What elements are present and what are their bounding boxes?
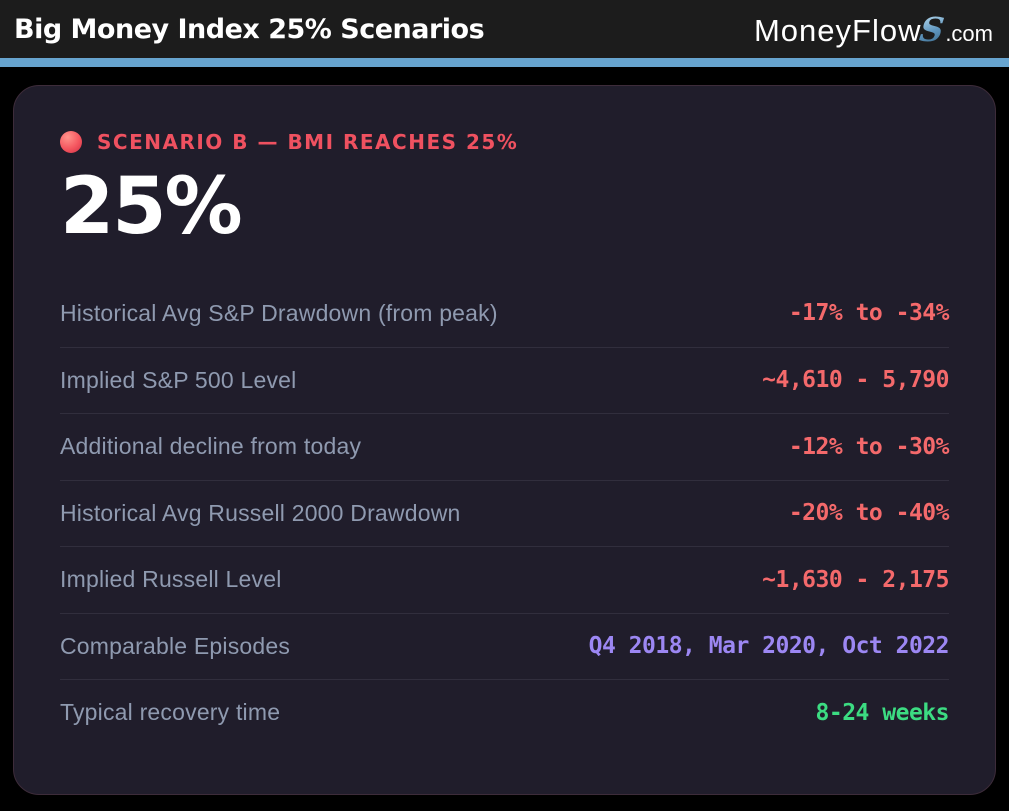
red-circle-icon xyxy=(60,131,82,153)
headline-percentage: 25% xyxy=(60,162,243,252)
table-row: Implied S&P 500 Level ~4,610 - 5,790 xyxy=(60,346,949,414)
header-accent-bar xyxy=(0,58,1009,67)
moneyflows-logo: MoneyFlow S .com xyxy=(754,10,993,49)
scenario-card: SCENARIO B — BMI REACHES 25% 25% Histori… xyxy=(13,85,996,795)
row-label: Additional decline from today xyxy=(60,433,362,460)
table-row: Historical Avg S&P Drawdown (from peak) … xyxy=(60,280,950,347)
page-background: SCENARIO B — BMI REACHES 25% 25% Histori… xyxy=(0,67,1009,811)
table-row: Typical recovery time 8-24 weeks xyxy=(60,679,950,746)
row-value: ~1,630 - 2,175 xyxy=(762,566,949,593)
row-label: Implied S&P 500 Level xyxy=(60,366,297,393)
row-value: -20% to -40% xyxy=(788,500,950,527)
logo-text-suffix: .com xyxy=(945,20,993,46)
table-row: Comparable Episodes Q4 2018, Mar 2020, O… xyxy=(60,612,950,680)
logo-text-main: MoneyFlow xyxy=(753,12,922,48)
scenario-badge-row: SCENARIO B — BMI REACHES 25% xyxy=(60,130,949,154)
page-title: Big Money Index 25% Scenarios xyxy=(14,13,485,45)
row-label: Historical Avg Russell 2000 Drawdown xyxy=(60,499,461,526)
row-label: Comparable Episodes xyxy=(60,632,291,659)
row-value: ~4,610 - 5,790 xyxy=(762,367,949,394)
scenario-table: Historical Avg S&P Drawdown (from peak) … xyxy=(60,280,950,746)
table-row: Additional decline from today -12% to -3… xyxy=(60,413,950,480)
row-label: Implied Russell Level xyxy=(60,566,282,593)
table-row: Historical Avg Russell 2000 Drawdown -20… xyxy=(60,479,950,547)
logo-swoosh-s-icon: S xyxy=(917,9,948,49)
header-bar: Big Money Index 25% Scenarios MoneyFlow … xyxy=(0,0,1009,58)
row-value: 8-24 weeks xyxy=(815,699,950,726)
row-value: Q4 2018, Mar 2020, Oct 2022 xyxy=(588,633,950,660)
row-label: Historical Avg S&P Drawdown (from peak) xyxy=(60,299,498,326)
row-value: -12% to -30% xyxy=(788,433,950,460)
table-row: Implied Russell Level ~1,630 - 2,175 xyxy=(60,546,949,613)
scenario-badge-label: SCENARIO B — BMI REACHES 25% xyxy=(97,130,519,154)
row-value: -17% to -34% xyxy=(788,300,950,327)
row-label: Typical recovery time xyxy=(60,699,281,726)
